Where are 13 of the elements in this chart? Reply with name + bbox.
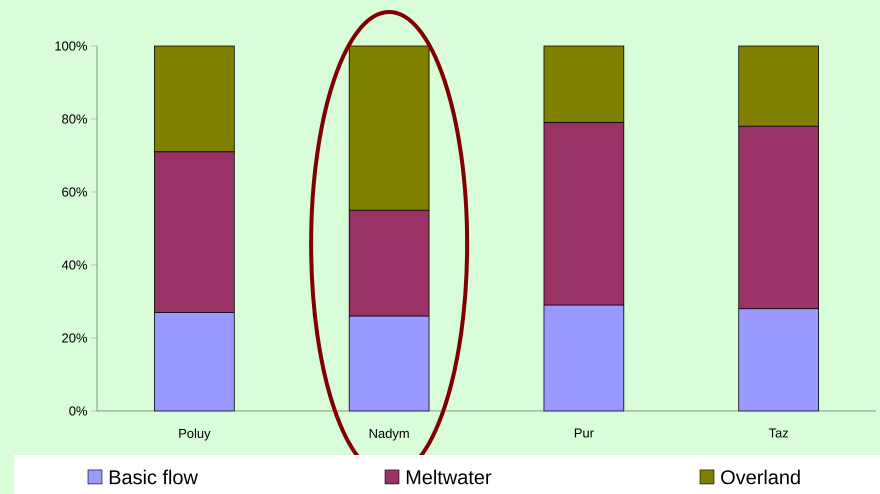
x-tick-label: Taz xyxy=(768,428,788,438)
x-tick-label: Poluy xyxy=(179,428,211,441)
y-tick-label: 60% xyxy=(62,187,88,197)
x-tick-label: Nadym xyxy=(370,428,409,441)
y-tick-label: 100% xyxy=(55,41,88,51)
y-tick-label: 0% xyxy=(69,406,88,416)
x-tick-label: Pur xyxy=(574,428,594,438)
legend-label: Overland xyxy=(721,470,800,484)
legend-label: Meltwater xyxy=(406,470,492,484)
y-tick-label: 80% xyxy=(62,114,88,124)
y-tick-label: 40% xyxy=(62,260,88,270)
legend-label: Basic flow xyxy=(110,470,198,484)
y-tick-label: 20% xyxy=(62,333,88,343)
